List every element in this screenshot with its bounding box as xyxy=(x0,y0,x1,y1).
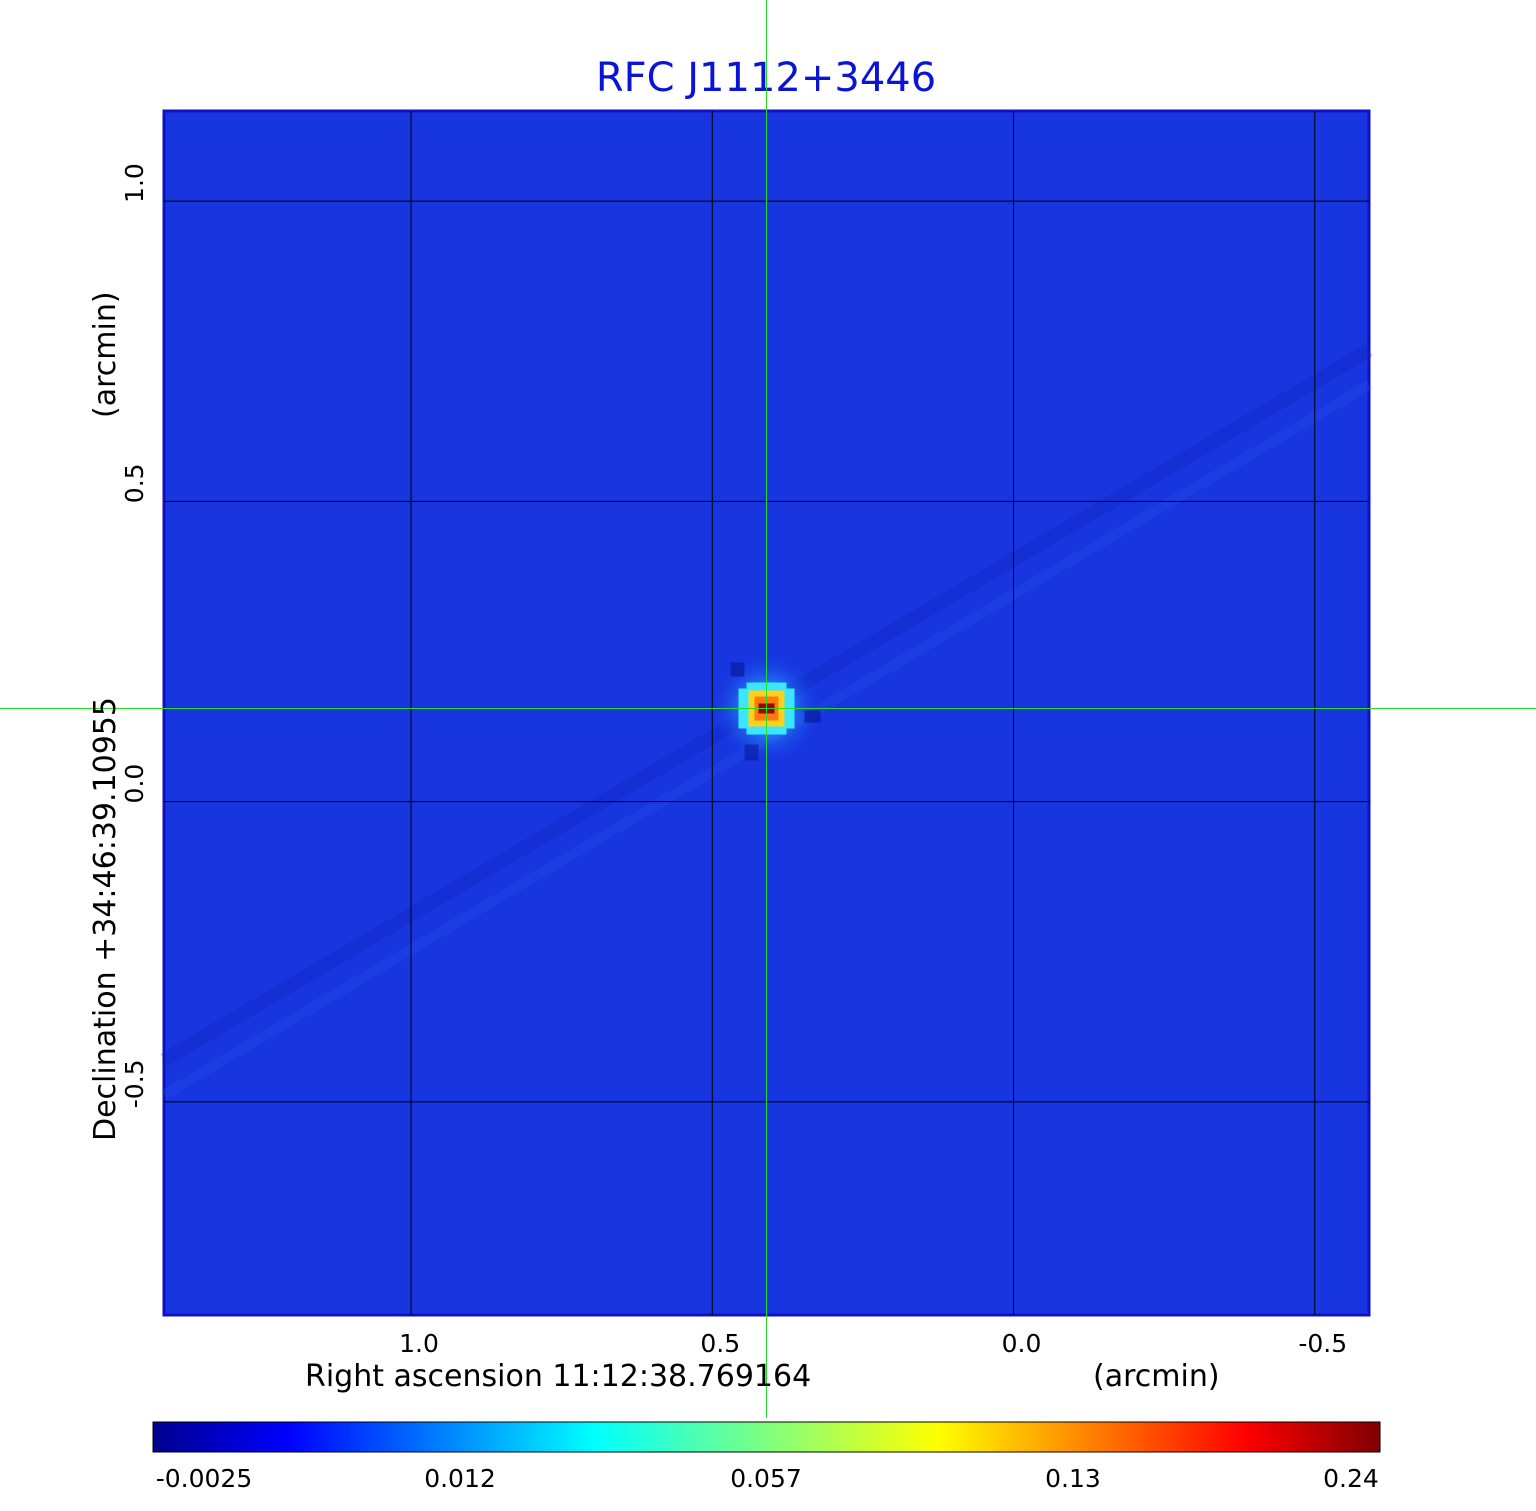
y-tick-label: 0.5 xyxy=(120,463,149,503)
y-axis-label: Declination +34:46:39.10955 xyxy=(88,697,123,1141)
x-tick-label: 0.0 xyxy=(1002,1329,1042,1358)
colorbar-tick-label: 0.012 xyxy=(424,1464,496,1493)
colorbar: -0.0025 0.012 0.057 0.13 0.24 xyxy=(152,1421,1381,1493)
colorbar-gradient xyxy=(152,1421,1381,1453)
crosshair xyxy=(0,0,1536,1418)
colorbar-tick-label: 0.13 xyxy=(1045,1464,1101,1493)
y-tick-label: -0.5 xyxy=(120,1059,149,1108)
x-tick-label: 1.0 xyxy=(399,1329,439,1358)
y-tick-label: 0.0 xyxy=(120,764,149,804)
colorbar-tick-labels: -0.0025 0.012 0.057 0.13 0.24 xyxy=(156,1464,1379,1493)
y-tick-labels: 1.0 0.5 0.0 -0.5 xyxy=(120,163,149,1108)
colorbar-tick-label: 0.24 xyxy=(1323,1464,1379,1493)
colorbar-tick-label: 0.057 xyxy=(730,1464,802,1493)
x-axis-label: Right ascension 11:12:38.769164 xyxy=(305,1359,811,1394)
x-axis-unit: (arcmin) xyxy=(1093,1359,1220,1394)
x-tick-label: -0.5 xyxy=(1298,1329,1347,1358)
y-tick-label: 1.0 xyxy=(120,163,149,203)
negative-lobe xyxy=(804,710,821,723)
negative-lobe xyxy=(730,662,745,677)
negative-lobe xyxy=(744,744,759,761)
x-tick-labels: 1.0 0.5 0.0 -0.5 xyxy=(399,1329,1347,1358)
colorbar-tick-label: -0.0025 xyxy=(156,1464,253,1493)
y-axis-unit: (arcmin) xyxy=(88,291,123,418)
x-tick-label: 0.5 xyxy=(700,1329,740,1358)
